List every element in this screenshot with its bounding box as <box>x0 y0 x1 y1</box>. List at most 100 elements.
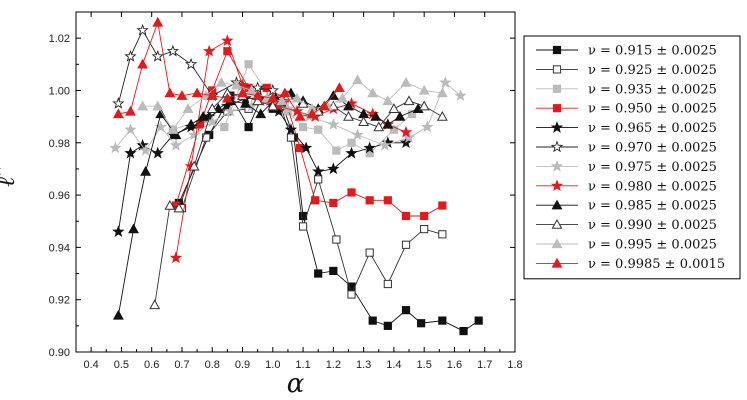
legend-label: ν = 0.980 ± 0.0025 <box>588 179 717 194</box>
legend-item-8: ν = 0.980 ± 0.0025 <box>536 179 717 194</box>
data-point <box>149 299 161 310</box>
data-point <box>327 117 340 130</box>
series-line <box>181 92 443 296</box>
data-point <box>206 90 218 100</box>
series-line <box>175 50 443 217</box>
legend-box <box>523 35 741 280</box>
data-point <box>252 90 264 100</box>
data-point <box>281 102 295 115</box>
data-point <box>358 116 370 127</box>
data-point <box>167 124 179 134</box>
data-point <box>202 133 211 142</box>
legend-item-10: ν = 0.990 ± 0.0025 <box>536 218 717 233</box>
data-point <box>333 82 345 93</box>
legend-item-4: ν = 0.950 ± 0.0025 <box>536 102 717 117</box>
data-point <box>407 109 417 119</box>
data-point <box>329 198 338 208</box>
plot-frame <box>75 11 516 353</box>
data-point <box>400 76 412 87</box>
data-point <box>215 76 227 87</box>
data-point <box>266 83 279 96</box>
data-point <box>196 120 205 129</box>
data-point <box>262 83 271 92</box>
data-point <box>124 123 137 135</box>
data-point <box>421 120 434 133</box>
data-point <box>351 128 364 141</box>
data-point <box>112 225 125 237</box>
x-tick-label: 0.5 <box>114 359 129 371</box>
data-point <box>169 251 183 264</box>
legend-marker <box>552 104 562 113</box>
data-point <box>187 128 201 141</box>
y-tick-label: 0.98 <box>49 138 70 150</box>
data-point <box>155 108 167 119</box>
x-tick-label: 0.8 <box>205 359 220 371</box>
x-tick-label: 1.6 <box>447 359 462 371</box>
series-8 <box>169 34 413 264</box>
x-tick-label: 0.9 <box>235 359 250 371</box>
data-point <box>244 122 253 132</box>
data-point <box>206 103 218 113</box>
data-point <box>221 34 234 47</box>
data-point <box>154 120 167 133</box>
data-point <box>436 87 448 98</box>
data-point <box>332 146 341 155</box>
data-point <box>112 108 124 119</box>
data-point <box>418 100 430 111</box>
data-point <box>125 105 136 116</box>
legend-marker <box>550 159 564 172</box>
legend-label: ν = 0.970 ± 0.0025 <box>588 141 717 156</box>
data-point <box>166 44 180 57</box>
legend-marker <box>550 121 564 133</box>
legend-marker <box>550 140 564 153</box>
legend-item-6: ν = 0.970 ± 0.0025 <box>536 141 717 156</box>
data-point <box>112 309 124 320</box>
data-point <box>373 121 385 132</box>
data-point <box>224 104 237 117</box>
data-point <box>246 84 258 95</box>
legend-item-9: ν = 0.985 ± 0.0025 <box>536 199 717 214</box>
data-point <box>438 230 447 239</box>
data-point <box>173 202 185 213</box>
data-point <box>240 97 251 108</box>
series-6 <box>112 23 279 109</box>
data-point <box>352 74 364 85</box>
data-point <box>312 165 325 177</box>
data-point <box>221 92 233 103</box>
data-point <box>291 92 303 103</box>
series-12 <box>112 16 345 121</box>
data-point <box>197 110 209 121</box>
data-point <box>140 165 152 176</box>
data-point <box>267 100 279 111</box>
data-point <box>345 146 358 159</box>
y-tick-label: 1.00 <box>49 85 70 97</box>
data-point <box>170 129 182 140</box>
data-point <box>112 97 125 109</box>
data-point <box>389 125 398 134</box>
legend-item-7: ν = 0.975 ± 0.0025 <box>536 160 717 175</box>
data-point <box>220 122 229 132</box>
series-line <box>117 92 419 316</box>
data-point <box>152 100 164 111</box>
data-point <box>418 84 430 95</box>
data-point <box>109 141 122 154</box>
data-point <box>137 58 149 69</box>
legend-item-11: ν = 0.995 ± 0.0025 <box>536 238 717 253</box>
data-point <box>318 100 330 111</box>
data-point <box>298 222 308 231</box>
data-point <box>401 211 411 221</box>
data-point <box>394 110 406 121</box>
y-tick-label: 0.96 <box>49 190 70 202</box>
legend-label: ν = 0.925 ± 0.0025 <box>588 63 717 78</box>
data-point <box>298 122 308 132</box>
data-point <box>294 110 306 121</box>
data-point <box>438 201 447 210</box>
data-point <box>383 196 392 205</box>
legend-label: ν = 0.975 ± 0.0025 <box>588 160 717 175</box>
data-point <box>182 103 194 113</box>
series-line <box>117 29 273 104</box>
data-point <box>378 138 391 151</box>
data-point <box>137 100 149 111</box>
x-tick-label: 1.2 <box>326 359 341 371</box>
x-tick-label: 1.3 <box>356 359 371 371</box>
